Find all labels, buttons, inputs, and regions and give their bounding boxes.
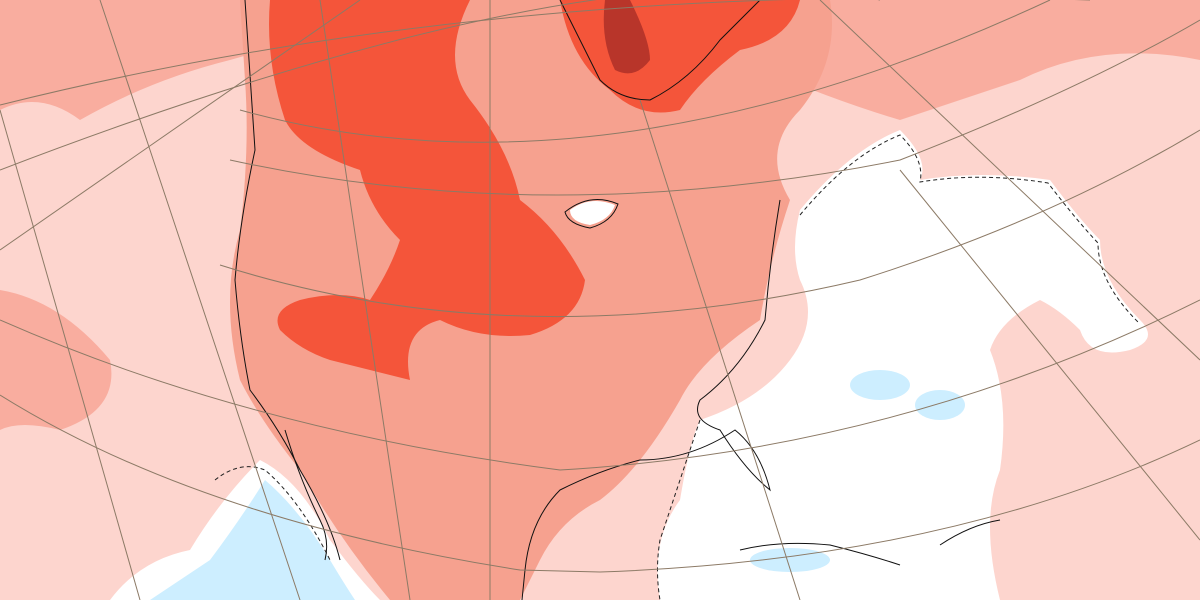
coastline [284, 429, 328, 561]
contour [214, 466, 331, 561]
coastline [521, 199, 781, 600]
graticule [899, 169, 1200, 541]
graticule [239, 0, 1051, 143]
graticule [319, 0, 411, 600]
extreme-warm-region [603, 0, 650, 74]
anomaly-patch [0, 290, 112, 430]
graticule [0, 299, 1200, 471]
graticule [639, 99, 801, 600]
graticule [99, 0, 301, 600]
cool-region [915, 390, 965, 420]
graticule [219, 129, 1200, 318]
lake [570, 201, 615, 225]
graticule [0, 0, 361, 251]
graticule [819, 0, 1200, 361]
coastline [564, 199, 619, 229]
cool-region [850, 370, 910, 400]
graticule [0, 0, 880, 171]
neutral-region [657, 130, 1148, 600]
contour [657, 419, 701, 600]
coastline [939, 519, 1001, 546]
graticule [0, 0, 1090, 106]
coastline [234, 0, 341, 561]
graticule [0, 394, 1200, 573]
graticule [229, 19, 1200, 196]
cool-region [150, 480, 355, 600]
coastline [739, 542, 901, 566]
coastline [559, 0, 761, 101]
contour [799, 134, 1139, 323]
graticule [0, 109, 141, 600]
